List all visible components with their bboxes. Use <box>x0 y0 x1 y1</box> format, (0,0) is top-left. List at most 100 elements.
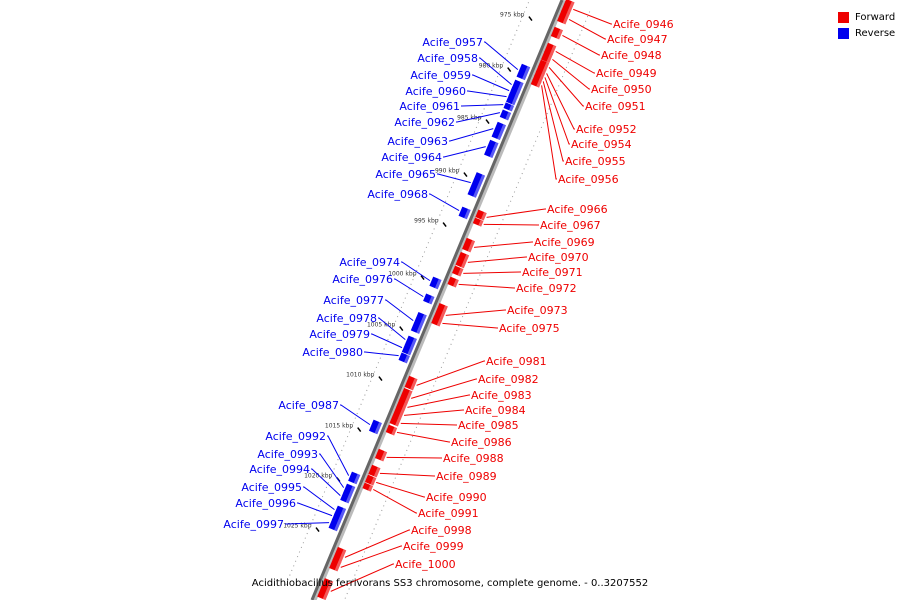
forward-gene[interactable] <box>392 406 405 420</box>
gene-label-group[interactable]: Acife_0948 <box>562 34 662 62</box>
reverse-gene[interactable] <box>404 335 417 349</box>
reverse-gene[interactable] <box>484 139 499 159</box>
gene-label-group[interactable]: Acife_0971 <box>463 266 583 279</box>
gene-label-group[interactable]: Acife_0990 <box>376 481 487 504</box>
gene-highlight <box>428 295 435 305</box>
forward-gene[interactable] <box>396 399 408 411</box>
gene-label-group[interactable]: Acife_0980 <box>302 346 399 359</box>
forward-gene[interactable] <box>462 237 476 253</box>
forward-gene[interactable] <box>541 51 553 63</box>
reverse-gene[interactable] <box>458 206 471 220</box>
gene-label-group[interactable]: Acife_0966 <box>486 203 608 218</box>
gene-label-group[interactable]: Acife_0956 <box>541 85 619 186</box>
gene-label-group[interactable]: Acife_0962 <box>394 112 501 129</box>
reverse-gene[interactable] <box>429 276 442 290</box>
forward-gene[interactable] <box>544 42 557 56</box>
forward-gene[interactable] <box>472 217 484 227</box>
gene-label-group[interactable]: Acife_0972 <box>458 282 577 295</box>
gene-label-group[interactable]: Acife_0947 <box>568 18 668 46</box>
gene-label-group[interactable]: Acife_0993 <box>257 448 345 488</box>
gene-label-group[interactable]: Acife_0987 <box>278 399 371 426</box>
forward-gene[interactable] <box>452 265 464 277</box>
gene-label-group[interactable]: Acife_0955 <box>542 81 626 168</box>
gene-label-group[interactable]: Acife_0989 <box>379 470 497 483</box>
reverse-gene[interactable] <box>503 102 515 112</box>
gene-label-group[interactable]: Acife_0984 <box>404 404 526 417</box>
leader-line <box>555 50 595 74</box>
gene-label-group[interactable]: Acife_0964 <box>381 146 486 164</box>
gene-label-group[interactable]: Acife_0967 <box>483 219 601 232</box>
gene-label-group[interactable]: Acife_0997 <box>223 518 330 531</box>
gene-label-group[interactable]: Acife_0950 <box>552 58 652 96</box>
gene-label-group[interactable]: Acife_0994 <box>249 463 341 496</box>
forward-gene[interactable] <box>557 9 571 25</box>
forward-gene[interactable] <box>389 415 401 427</box>
reverse-gene[interactable] <box>368 419 382 435</box>
gene-label-group[interactable]: Acife_0952 <box>546 73 637 136</box>
reverse-gene[interactable] <box>401 344 414 356</box>
gene-label-group[interactable]: Acife_1000 <box>330 558 456 592</box>
reverse-gene[interactable] <box>491 121 507 141</box>
reverse-gene[interactable] <box>398 352 410 364</box>
gene-label-group[interactable]: Acife_0999 <box>340 540 464 568</box>
reverse-gene[interactable] <box>343 483 356 497</box>
forward-gene[interactable] <box>364 474 377 486</box>
gene-label-group[interactable]: Acife_0992 <box>265 430 350 476</box>
reverse-gene[interactable] <box>410 311 427 334</box>
gene-label-group[interactable]: Acife_0996 <box>235 497 333 517</box>
forward-gene[interactable] <box>550 26 563 40</box>
forward-gene[interactable] <box>398 387 413 405</box>
forward-gene[interactable] <box>332 546 347 564</box>
gene-label-group[interactable]: Acife_0979 <box>309 328 403 349</box>
forward-gene[interactable] <box>385 424 398 436</box>
forward-gene[interactable] <box>368 464 381 478</box>
gene-label-group[interactable]: Acife_0974 <box>339 256 431 282</box>
forward-gene[interactable] <box>362 482 374 492</box>
forward-gene[interactable] <box>329 558 342 572</box>
forward-gene[interactable] <box>475 209 487 221</box>
gene-label-group[interactable]: Acife_0968 <box>367 188 460 212</box>
gene-label-group[interactable]: Acife_0977 <box>323 294 414 322</box>
gene-label-group[interactable]: Acife_0961 <box>399 100 504 113</box>
forward-gene[interactable] <box>404 375 418 391</box>
gene-label-group[interactable]: Acife_0963 <box>387 128 494 148</box>
reverse-gene[interactable] <box>328 518 341 532</box>
reverse-gene[interactable] <box>340 492 352 504</box>
gene-label-group[interactable]: Acife_0986 <box>396 431 512 449</box>
gene-label-group[interactable]: Acife_0960 <box>405 85 507 98</box>
forward-gene[interactable] <box>317 578 334 600</box>
gene-label-group[interactable]: Acife_0975 <box>442 322 560 335</box>
gene-label-group[interactable]: Acife_0954 <box>544 77 632 151</box>
gene-label-group[interactable]: Acife_0988 <box>386 452 504 465</box>
reverse-gene[interactable] <box>467 172 486 198</box>
reverse-gene[interactable] <box>348 471 361 485</box>
reverse-gene[interactable] <box>516 63 531 81</box>
gene-label-group[interactable]: Acife_0982 <box>411 373 539 399</box>
reverse-gene[interactable] <box>506 92 519 106</box>
gene-label-group[interactable]: Acife_0946 <box>573 8 674 31</box>
reverse-gene[interactable] <box>423 293 435 305</box>
gene-label-group[interactable]: Acife_0949 <box>555 50 657 80</box>
gene-label-group[interactable]: Acife_0995 <box>241 481 335 511</box>
gene-label-group[interactable]: Acife_0965 <box>375 168 471 184</box>
forward-gene[interactable] <box>447 276 459 288</box>
gene-label-group[interactable]: Acife_0959 <box>410 69 510 92</box>
gene-label-group[interactable]: Acife_0985 <box>400 419 519 432</box>
gene-label-group[interactable]: Acife_0973 <box>445 304 568 317</box>
forward-gene[interactable] <box>374 448 388 462</box>
gene-label-group[interactable]: Acife_0991 <box>373 488 479 520</box>
gene-label-group[interactable]: Acife_0970 <box>467 251 589 264</box>
gene-label-group[interactable]: Acife_0969 <box>474 236 595 249</box>
gene-label-group[interactable]: Acife_0958 <box>417 52 512 85</box>
gene-label-group[interactable]: Acife_0976 <box>332 273 424 298</box>
gene-label-group[interactable]: Acife_0998 <box>344 524 472 558</box>
gene-label-group[interactable]: Acife_0983 <box>407 389 532 408</box>
gene-label-group[interactable]: Acife_0951 <box>548 67 646 113</box>
forward-gene[interactable] <box>431 315 443 327</box>
forward-gene[interactable] <box>455 251 470 269</box>
gene-label-group[interactable]: Acife_0957 <box>422 36 519 70</box>
forward-gene[interactable] <box>530 78 542 88</box>
gene-label-group[interactable]: Acife_0981 <box>416 355 547 386</box>
reverse-gene[interactable] <box>499 109 512 121</box>
gene-label-group[interactable]: Acife_0978 <box>316 312 406 341</box>
